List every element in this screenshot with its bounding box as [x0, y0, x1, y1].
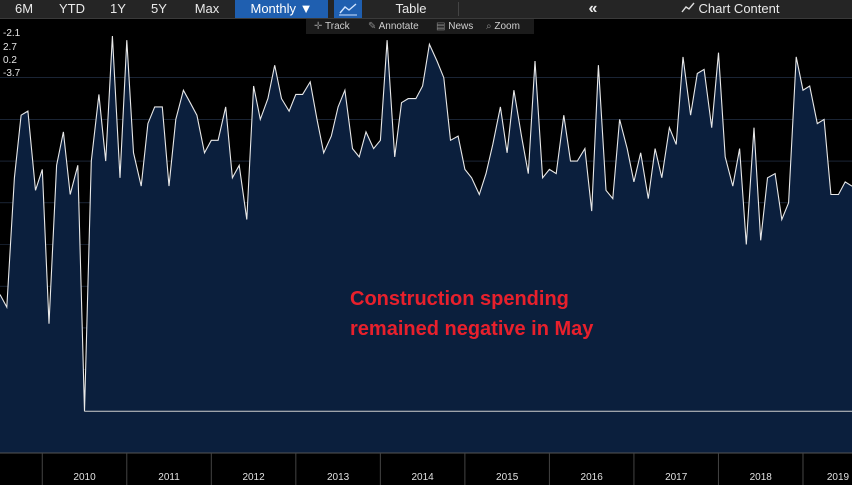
- y-label-1: -2.1: [3, 28, 21, 39]
- x-tick-label: 2019: [827, 472, 850, 483]
- range-1y-button[interactable]: 1Y: [110, 1, 126, 16]
- chart-content-label: Chart Content: [698, 1, 780, 16]
- annotate-label: Annotate: [378, 21, 419, 32]
- range-ytd-button[interactable]: YTD: [59, 1, 85, 16]
- series-area-fill: [0, 36, 852, 453]
- magnifier-icon: ⌕: [486, 21, 492, 32]
- line-chart-toggle[interactable]: [334, 0, 362, 18]
- pencil-icon: ✎: [368, 21, 377, 32]
- range-max-button[interactable]: Max: [194, 1, 220, 16]
- zoom-label: Zoom: [494, 21, 520, 32]
- collapse-icon[interactable]: «: [588, 0, 598, 17]
- annotate-tool[interactable]: ✎ Annotate: [368, 20, 419, 33]
- x-tick-label: 2014: [411, 472, 434, 483]
- track-tool[interactable]: ✛ Track: [314, 20, 350, 33]
- x-axis-band: [0, 453, 852, 485]
- toolbar-divider: [458, 2, 459, 16]
- range-6m-button[interactable]: 6M: [14, 1, 34, 16]
- x-tick-label: 2016: [581, 472, 604, 483]
- series-line: [0, 35, 852, 412]
- x-tick-label: 2011: [158, 472, 180, 483]
- zoom-tool[interactable]: ⌕ Zoom: [486, 20, 520, 33]
- chart-annotation: Construction spending remained negative …: [350, 288, 594, 340]
- chart-content-button[interactable]: Chart Content: [660, 0, 800, 18]
- toolbar: 6M YTD 1Y 5Y Max Monthly ▼ Table « Chart…: [0, 0, 852, 19]
- chart-content-icon: [680, 2, 695, 13]
- news-label: News: [448, 21, 474, 32]
- x-tick-label: 2013: [327, 472, 350, 483]
- x-tick-label: 2017: [665, 472, 688, 483]
- news-tool[interactable]: ▤ News: [436, 20, 473, 33]
- x-tick-label: 2012: [242, 472, 265, 483]
- table-button[interactable]: Table: [395, 1, 427, 16]
- x-tick-label: 2015: [496, 472, 519, 483]
- y-label-2: 2.7: [3, 42, 17, 53]
- line-chart-icon: [339, 3, 357, 16]
- x-tick-label: 2010: [73, 472, 96, 483]
- frequency-dropdown[interactable]: Monthly ▼: [235, 0, 328, 18]
- crosshair-icon: ✛: [314, 21, 323, 32]
- news-icon: ▤: [436, 21, 446, 32]
- chart-tools-bar: ✛ Track ✎ Annotate ▤ News ⌕ Zoom: [306, 19, 534, 34]
- y-label-3: 0.2: [3, 55, 17, 66]
- x-tick-label: 2018: [750, 472, 773, 483]
- track-label: Track: [325, 21, 350, 32]
- range-5y-button[interactable]: 5Y: [151, 1, 167, 16]
- x-axis: 2010 2011 2012 2013 2014 2015 2016 2017 2018 2019: [0, 452, 852, 485]
- y-label-4: -3.7: [3, 68, 21, 79]
